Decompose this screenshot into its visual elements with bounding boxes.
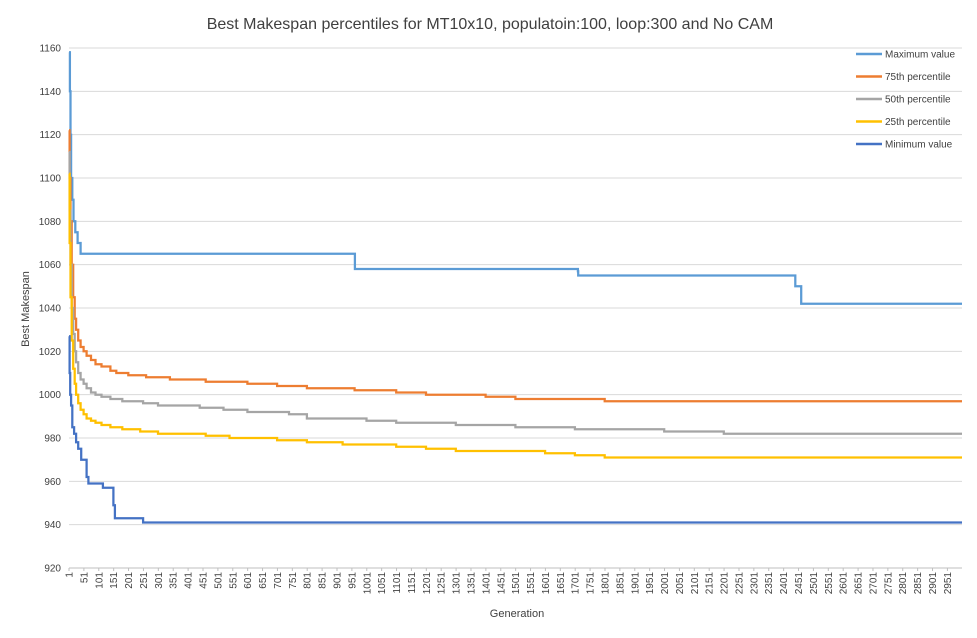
x-tick-label: 701: [273, 572, 284, 589]
x-tick-label: 2251: [734, 572, 745, 595]
grid-layer: [69, 47, 962, 569]
series-line-2: [68, 150, 962, 435]
legend-label-1: 75th percentile: [885, 72, 951, 83]
x-tick-label: 901: [332, 572, 343, 589]
x-tick-label: 801: [303, 572, 314, 589]
x-tick-label: 2101: [690, 572, 701, 595]
axis-layer: 9209409609801000102010401060108011001120…: [39, 44, 962, 595]
x-tick-label: 2151: [705, 572, 716, 595]
y-tick-label: 1160: [39, 44, 61, 55]
x-tick-label: 1501: [511, 572, 522, 595]
x-tick-label: 1801: [600, 572, 611, 595]
y-tick-label: 1020: [39, 347, 62, 358]
x-tick-label: 1751: [586, 572, 597, 595]
x-tick-label: 1351: [466, 572, 477, 595]
x-tick-label: 201: [124, 572, 135, 589]
x-tick-label: 2301: [749, 572, 760, 595]
x-tick-label: 1201: [422, 572, 433, 595]
x-tick-label: 2601: [839, 572, 850, 595]
x-tick-label: 401: [184, 572, 195, 589]
series-line-0: [68, 51, 962, 305]
x-tick-label: 951: [347, 572, 358, 589]
y-tick-label: 920: [44, 564, 61, 575]
x-axis-title: Generation: [490, 608, 544, 620]
legend-label-4: Minimum value: [885, 140, 953, 151]
x-tick-label: 1701: [571, 572, 582, 595]
x-tick-label: 1: [65, 572, 76, 578]
x-tick-label: 2351: [764, 572, 775, 595]
x-tick-label: 1451: [496, 572, 507, 595]
y-tick-label: 1140: [39, 87, 61, 98]
x-tick-label: 151: [109, 572, 120, 589]
x-tick-label: 501: [213, 572, 224, 589]
x-tick-label: 1001: [362, 572, 373, 595]
series-line-3: [68, 172, 962, 459]
x-tick-label: 251: [139, 572, 150, 589]
x-tick-label: 2201: [720, 572, 731, 595]
y-axis-title: Best Makespan: [20, 271, 32, 347]
y-tick-label: 1080: [39, 217, 62, 228]
y-tick-label: 1120: [39, 130, 61, 141]
x-tick-label: 2551: [824, 572, 835, 595]
y-tick-label: 1100: [39, 174, 61, 185]
legend-label-0: Maximum value: [885, 50, 955, 61]
x-tick-label: 2751: [883, 572, 894, 595]
x-tick-label: 2701: [868, 572, 879, 595]
x-tick-label: 1301: [452, 572, 463, 595]
x-tick-label: 851: [318, 572, 329, 589]
y-tick-label: 1060: [39, 260, 62, 271]
x-tick-label: 1601: [541, 572, 552, 595]
x-tick-label: 451: [198, 572, 209, 589]
x-tick-label: 2051: [675, 572, 686, 595]
x-tick-label: 1101: [392, 572, 403, 594]
series-layer: [68, 51, 962, 524]
x-tick-label: 51: [79, 572, 90, 584]
x-tick-label: 1401: [481, 572, 492, 595]
x-tick-label: 101: [94, 572, 105, 589]
x-tick-label: 601: [243, 572, 254, 589]
x-tick-label: 2451: [794, 572, 805, 595]
x-tick-label: 2901: [928, 572, 939, 595]
y-tick-label: 980: [44, 434, 61, 445]
x-tick-label: 2001: [660, 572, 671, 595]
x-tick-label: 351: [169, 572, 180, 589]
x-tick-label: 2651: [854, 572, 865, 595]
legend: Maximum value 75th percentile 50th percent…: [856, 50, 955, 151]
legend-label-2: 50th percentile: [885, 95, 951, 106]
x-tick-label: 2851: [913, 572, 924, 595]
legend-label-3: 25th percentile: [885, 117, 951, 128]
x-tick-label: 651: [258, 572, 269, 589]
x-tick-label: 551: [228, 572, 239, 589]
y-tick-label: 1000: [39, 390, 62, 401]
chart-title: Best Makespan percentiles for MT10x10, p…: [207, 16, 774, 33]
x-tick-label: 2501: [809, 572, 820, 595]
x-tick-label: 1901: [630, 572, 641, 595]
x-tick-label: 2401: [779, 572, 790, 595]
x-tick-label: 2951: [943, 572, 954, 595]
series-line-1: [68, 129, 962, 403]
y-tick-label: 960: [44, 477, 61, 488]
y-tick-label: 1040: [39, 304, 62, 315]
x-tick-label: 1151: [407, 572, 418, 594]
y-tick-label: 940: [44, 520, 61, 531]
x-tick-label: 1651: [556, 572, 567, 595]
series-line-4: [68, 335, 962, 524]
x-tick-label: 1851: [615, 572, 626, 595]
x-tick-label: 2801: [898, 572, 909, 595]
x-tick-label: 1251: [437, 572, 448, 595]
x-tick-label: 1951: [645, 572, 656, 595]
x-tick-label: 1551: [526, 572, 537, 595]
x-tick-label: 751: [288, 572, 299, 589]
x-tick-label: 1051: [377, 572, 388, 595]
x-tick-label: 301: [154, 572, 165, 589]
